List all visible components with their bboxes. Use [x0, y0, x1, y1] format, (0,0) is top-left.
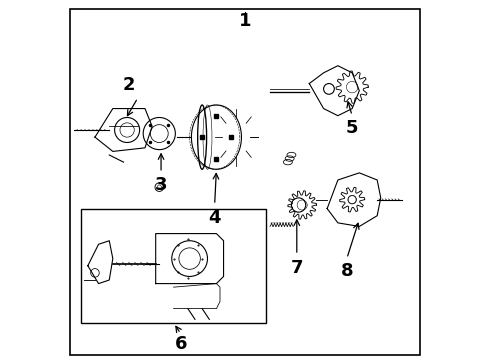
Text: 2: 2: [122, 76, 135, 94]
Text: 4: 4: [208, 208, 221, 226]
Text: 7: 7: [291, 258, 303, 276]
Text: 1: 1: [239, 12, 251, 30]
Bar: [81, 208, 267, 323]
Text: 6: 6: [174, 336, 187, 354]
Text: 5: 5: [346, 119, 358, 137]
Text: 3: 3: [155, 176, 167, 194]
Text: 8: 8: [341, 262, 353, 280]
